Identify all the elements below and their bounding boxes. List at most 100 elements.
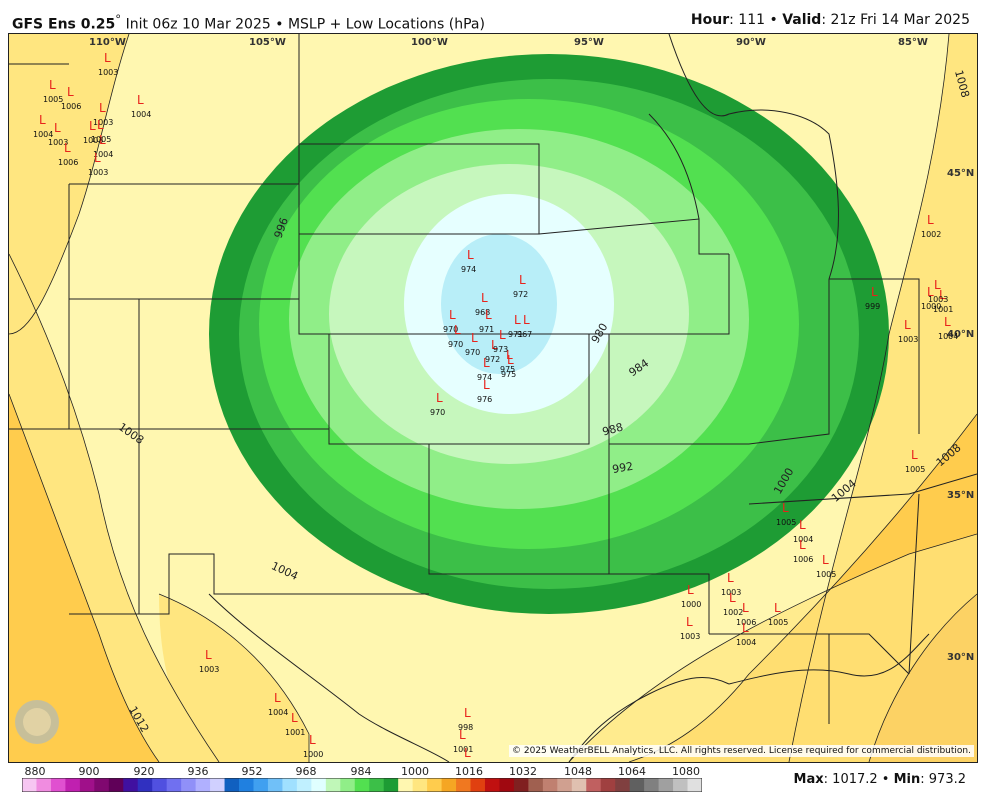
- colorbar-cell: [65, 778, 81, 792]
- hour-label: Hour: [690, 12, 730, 28]
- low-value: 1003: [199, 665, 219, 674]
- low-value: 1003: [83, 136, 103, 145]
- colorbar-cell: [267, 778, 283, 792]
- colorbar-cell: [282, 778, 298, 792]
- low-marker: L: [94, 151, 101, 165]
- low-value: 1004: [793, 535, 813, 544]
- low-marker: L: [464, 706, 471, 720]
- low-marker: L: [506, 348, 513, 362]
- colorbar-cell: [137, 778, 153, 792]
- copyright-notice: © 2025 WeatherBELL Analytics, LLC. All r…: [509, 745, 974, 757]
- low-marker: L: [519, 273, 526, 287]
- low-value: 1003: [898, 335, 918, 344]
- low-value: 1001: [453, 745, 473, 754]
- low-marker: L: [729, 591, 736, 605]
- colorbar-cell: [369, 778, 385, 792]
- low-marker: L: [799, 518, 806, 532]
- colorbar-cell: [412, 778, 428, 792]
- low-marker: L: [927, 285, 934, 299]
- lon-label-95w: 95°W: [574, 37, 604, 48]
- low-marker: L: [39, 113, 46, 127]
- map-canvas: 110°W 105°W 100°W 95°W 90°W 85°W 45°N 40…: [9, 34, 977, 762]
- colorbar-cell: [166, 778, 182, 792]
- colorbar-cell: [36, 778, 52, 792]
- max-min-stats: Max: 1017.2 • Min: 973.2: [794, 772, 966, 787]
- low-marker: L: [742, 601, 749, 615]
- colorbar-cell: [181, 778, 197, 792]
- low-value: 1000: [921, 302, 941, 311]
- max-label: Max: [793, 772, 824, 787]
- colorbar-cell: [499, 778, 515, 792]
- low-marker: L: [449, 308, 456, 322]
- colorbar-cell: [340, 778, 356, 792]
- lat-label-45n: 45°N: [947, 168, 974, 179]
- colorbar-cell: [311, 778, 327, 792]
- low-marker: L: [99, 101, 106, 115]
- low-value: 1005: [768, 618, 788, 627]
- pressure-map: 110°W 105°W 100°W 95°W 90°W 85°W 45°N 40…: [8, 33, 978, 763]
- low-marker: L: [99, 133, 106, 147]
- lon-label-105w: 105°W: [249, 37, 286, 48]
- colorbar-cell: [427, 778, 443, 792]
- colorbar-tick: 920: [133, 765, 155, 778]
- colorbar-cell: [253, 778, 269, 792]
- colorbar-cell: [94, 778, 110, 792]
- low-value: 1003: [88, 168, 108, 177]
- colorbar-cell: [470, 778, 486, 792]
- isobar-band-972: [441, 234, 557, 374]
- colorbar-cell: [383, 778, 399, 792]
- low-value: 970: [430, 408, 445, 417]
- low-marker: L: [436, 391, 443, 405]
- low-marker: L: [687, 583, 694, 597]
- low-value: 967: [517, 330, 532, 339]
- colorbar-tick: 1080: [672, 765, 700, 778]
- lon-label-90w: 90°W: [736, 37, 766, 48]
- colorbar-cell: [296, 778, 312, 792]
- low-value: 1004: [268, 708, 288, 717]
- low-value: 970: [448, 340, 463, 349]
- low-value: 999: [865, 302, 880, 311]
- colorbar-tick: 1064: [618, 765, 646, 778]
- lon-label-85w: 85°W: [898, 37, 928, 48]
- low-marker: L: [822, 553, 829, 567]
- colorbar-cell: [152, 778, 168, 792]
- low-value: 1001: [933, 305, 953, 314]
- low-value: 1001: [285, 728, 305, 737]
- low-value: 1000: [303, 750, 323, 759]
- lat-label-30n: 30°N: [947, 652, 974, 663]
- low-value: 1005: [776, 518, 796, 527]
- low-value: 1002: [921, 230, 941, 239]
- low-value: 1003: [98, 68, 118, 77]
- lat-label-40n: 40°N: [947, 329, 974, 340]
- colorbar-tick: 952: [241, 765, 263, 778]
- low-value: 1005: [91, 135, 111, 144]
- colorbar-cell: [354, 778, 370, 792]
- map-title: GFS Ens 0.25° Init 06z 10 Mar 2025 • MSL…: [12, 12, 485, 33]
- hour-value: : 111: [729, 12, 766, 28]
- state-borders: [9, 34, 977, 762]
- colorbar-cell: [22, 778, 37, 792]
- colorbar-cell: [600, 778, 616, 792]
- min-value: : 973.2: [920, 772, 966, 787]
- low-value: 1003: [93, 118, 113, 127]
- low-marker: L: [742, 621, 749, 635]
- low-marker: L: [514, 313, 521, 327]
- low-marker: L: [939, 288, 946, 302]
- low-value: 974: [461, 265, 476, 274]
- low-marker: L: [485, 308, 492, 322]
- low-marker: L: [523, 313, 530, 327]
- colorbar-cell: [195, 778, 211, 792]
- valid-time: Hour: 111 • Valid: 21z Fri 14 Mar 2025: [691, 12, 970, 28]
- low-marker: L: [499, 328, 506, 342]
- low-value: 1003: [721, 588, 741, 597]
- colorbar-cell: [123, 778, 139, 792]
- low-value: 1006: [793, 555, 813, 564]
- low-value: 1006: [58, 158, 78, 167]
- low-marker: L: [274, 691, 281, 705]
- colorbar-cell: [398, 778, 414, 792]
- low-marker: L: [507, 353, 514, 367]
- colorbar-cell: [224, 778, 240, 792]
- low-value: 1004: [93, 150, 113, 159]
- colorbar-tick: 880: [24, 765, 46, 778]
- colorbar-cell: [484, 778, 500, 792]
